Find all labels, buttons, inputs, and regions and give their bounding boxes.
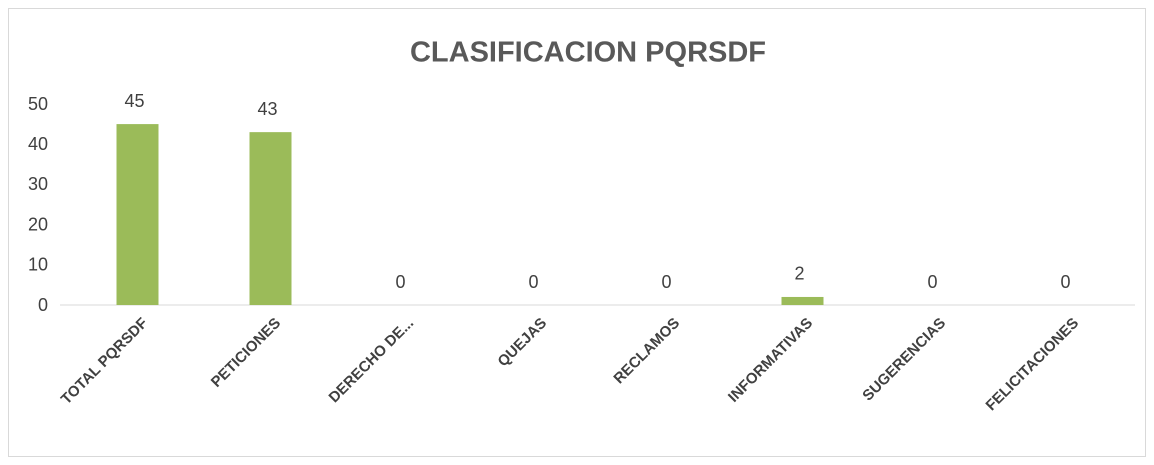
bar [249,132,292,305]
y-tick-label: 50 [28,94,48,114]
data-label: 0 [1060,272,1070,292]
bar [116,124,159,305]
data-label: 0 [661,272,671,292]
y-tick-label: 20 [28,214,48,234]
chart-border [8,8,1146,457]
data-label: 2 [794,264,804,284]
y-tick-label: 0 [38,295,48,315]
data-label: 0 [927,272,937,292]
y-tick-label: 40 [28,134,48,154]
data-label: 43 [257,99,277,119]
data-label: 0 [528,272,538,292]
y-tick-label: 30 [28,174,48,194]
data-label: 45 [124,91,144,111]
bar [781,296,824,305]
y-tick-label: 10 [28,255,48,275]
chart-title: CLASIFICACION PQRSDF [410,37,766,69]
data-label: 0 [395,272,405,292]
